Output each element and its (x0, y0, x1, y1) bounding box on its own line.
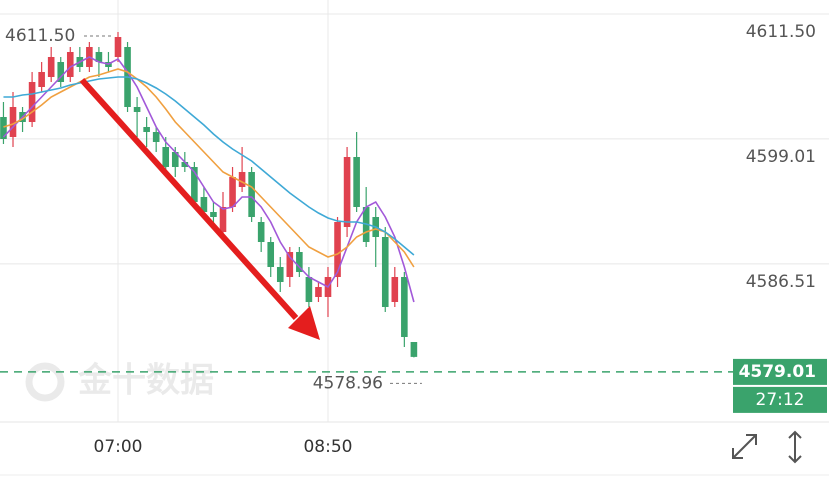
candle-body (381, 237, 389, 307)
candle-body (191, 167, 198, 202)
candle-body (334, 222, 341, 277)
candle-body (66, 52, 74, 77)
x-tick-label: 07:00 (94, 437, 143, 457)
watermark: 金十数据 (77, 361, 214, 401)
candle-body (181, 162, 189, 167)
candle-body (391, 277, 399, 302)
moving-average (3, 76, 415, 256)
candle-body (28, 82, 36, 122)
countdown: 27:12 (756, 390, 805, 410)
candle-body (133, 107, 141, 112)
candle-body (315, 287, 322, 297)
candle-body (276, 267, 284, 282)
countdown-box (733, 386, 827, 413)
candle-body (114, 37, 122, 57)
y-tick-label: 4611.50 (746, 22, 816, 42)
moving-average (2, 56, 415, 303)
candle-body (143, 127, 150, 132)
moving-average (3, 68, 415, 268)
candle-body (296, 252, 303, 272)
candle-body (162, 147, 170, 167)
candle-body (219, 207, 227, 232)
candle-body (257, 222, 265, 242)
min-label: 4578.96 (313, 373, 383, 393)
candle-body (353, 157, 360, 207)
candle-body (238, 172, 246, 187)
y-tick-label: 4599.01 (746, 147, 816, 167)
scroll-icon[interactable] (788, 430, 802, 464)
candle-body (286, 252, 294, 277)
trend-arrow (79, 77, 320, 340)
candle-body (47, 57, 55, 77)
candle-body (95, 52, 103, 62)
candle-body (171, 152, 179, 167)
candle-body (343, 157, 351, 227)
expand-icon[interactable] (732, 434, 757, 459)
candle-body (0, 117, 7, 139)
last-price-box (733, 358, 827, 385)
candle-body (305, 277, 313, 302)
candle-body (248, 172, 255, 217)
candle-body (38, 72, 45, 87)
candle-body (229, 177, 236, 207)
candle-body (152, 132, 160, 142)
candle-body (200, 197, 208, 212)
x-tick-label: 08:50 (303, 437, 352, 457)
candle-body (57, 62, 65, 82)
last-price-label: 4579.01 (739, 362, 816, 382)
plot: 4611.50 4599.01 4586.51 07:00 08:50 4611.50 45… (0, 0, 829, 457)
candle-body (401, 277, 408, 337)
y-tick-label: 4586.51 (746, 272, 816, 292)
candle-body (9, 107, 17, 137)
watermark-logo (25, 362, 65, 402)
candle-body (410, 342, 418, 357)
candle-body (267, 242, 275, 267)
candle-body (210, 212, 217, 217)
max-label: 4611.50 (5, 26, 75, 46)
